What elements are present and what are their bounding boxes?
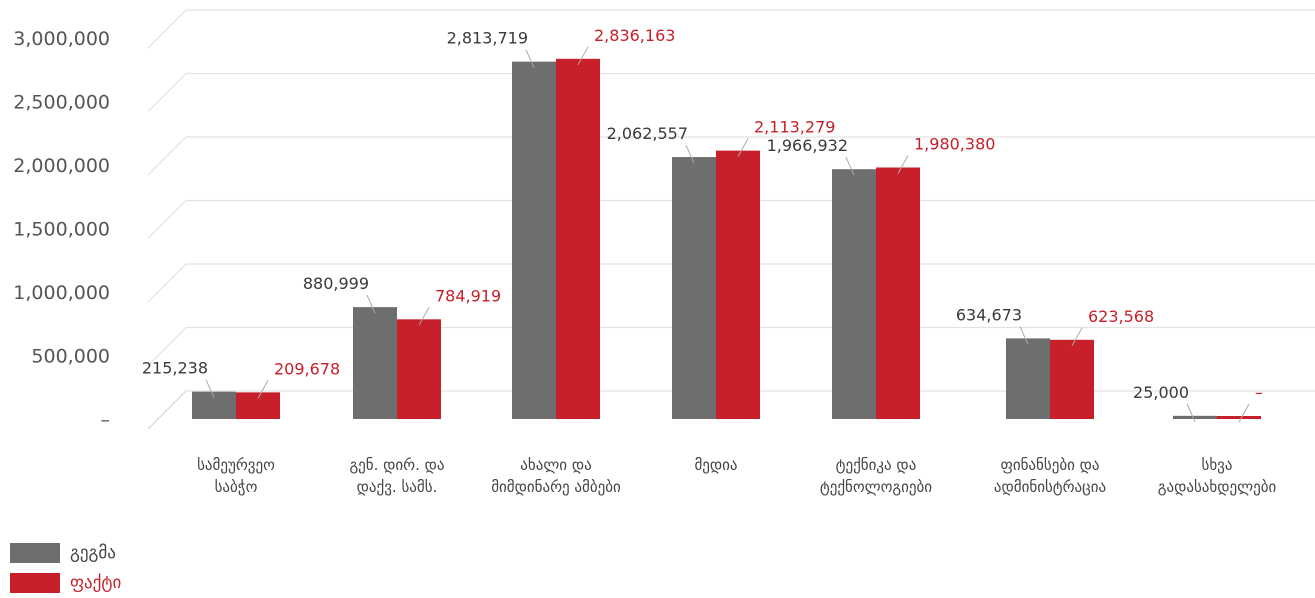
data-label-fact: 784,919 [435, 286, 501, 305]
bar-fact [1217, 416, 1261, 419]
data-label-fact: 1,980,380 [914, 134, 995, 153]
data-label-leader [845, 156, 855, 176]
gridline-diagonal [147, 9, 187, 49]
category-label: გადასახდელები [1158, 478, 1277, 496]
category-label: ფინანსები და [1000, 456, 1099, 474]
data-label-plan: 2,813,719 [447, 29, 528, 48]
data-label-plan: 634,673 [956, 305, 1022, 324]
data-label-fact: – [1255, 383, 1263, 402]
bar-fact [556, 58, 600, 419]
data-label-leader [1019, 326, 1029, 345]
data-label-leader [525, 49, 535, 68]
category-label: ადმინისტრაცია [994, 478, 1106, 496]
data-label-plan: 2,062,557 [607, 124, 688, 143]
y-tick-label: 3,000,000 [13, 28, 110, 50]
y-tick-label: 2,500,000 [13, 92, 110, 114]
data-label-leader [366, 294, 376, 314]
category-label: ტექნოლოგიები [820, 478, 932, 496]
data-label-fact: 2,836,163 [594, 26, 675, 45]
data-label-leader [418, 307, 430, 326]
bar-fact [716, 150, 760, 419]
bar-fact [236, 392, 280, 419]
data-label-leader [257, 380, 269, 399]
category-label: საბჭო [215, 478, 258, 496]
category-label: სხვა [1202, 456, 1233, 474]
legend-label-plan: გეგმა [70, 543, 116, 563]
data-label-leader [897, 155, 909, 174]
gridline-diagonal [147, 327, 187, 366]
bar-fact [397, 319, 441, 419]
legend-swatch-plan [10, 543, 60, 563]
y-tick-label: 1,000,000 [13, 282, 110, 304]
floor-diagonal [147, 390, 187, 430]
category-label: ტექნიკა და [836, 456, 917, 474]
category-label: მედია [694, 456, 737, 474]
bar-plan [512, 61, 556, 420]
y-tick-label: 2,000,000 [13, 155, 110, 177]
bar-plan [1006, 338, 1050, 419]
legend-item-fact: ფაქტი [10, 568, 121, 598]
category-label: მიმდინარე ამბები [491, 478, 621, 496]
legend: გეგმა ფაქტი [10, 538, 121, 598]
bar-plan [192, 391, 236, 419]
data-label-leader [1238, 403, 1250, 423]
bar-fact [876, 167, 920, 419]
category-label: სამეურვეო [197, 456, 275, 474]
category-label: ახალი და [520, 456, 591, 474]
data-label-leader [1071, 327, 1083, 347]
category-label: გენ. დირ. და [349, 456, 444, 474]
gridline-diagonal [147, 263, 187, 303]
gridline-diagonal [147, 136, 187, 176]
data-label-leader [737, 138, 749, 157]
bar-plan [832, 169, 876, 419]
data-label-plan: 1,966,932 [767, 136, 848, 155]
data-label-fact: 209,678 [274, 359, 340, 378]
data-label-fact: 623,568 [1088, 307, 1154, 326]
legend-item-plan: გეგმა [10, 538, 121, 568]
y-tick-label: 1,500,000 [13, 219, 110, 241]
y-tick-label: – [101, 409, 111, 431]
y-tick-label: 500,000 [31, 346, 110, 368]
legend-swatch-fact [10, 573, 60, 593]
legend-label-fact: ფაქტი [70, 573, 122, 593]
bar-fact [1050, 339, 1094, 419]
data-label-leader [577, 46, 589, 66]
data-label-leader [685, 144, 695, 164]
bar-plan [672, 157, 716, 419]
data-label-plan: 880,999 [303, 274, 369, 293]
data-label-plan: 25,000 [1133, 383, 1189, 402]
data-label-plan: 215,238 [142, 359, 208, 378]
bar-plan [1173, 415, 1217, 419]
data-label-leader [1186, 403, 1196, 423]
gridline-diagonal [147, 73, 187, 112]
gridline-diagonal [147, 200, 187, 239]
bar-chart: – 500,000 1,000,000 1,500,000 2,000,000 2,500… [13, 9, 1315, 496]
data-label-fact: 2,113,279 [754, 118, 835, 137]
bar-plan [353, 307, 397, 419]
data-label-leader [205, 379, 215, 398]
category-label: დაქვ. სამს. [357, 478, 438, 496]
